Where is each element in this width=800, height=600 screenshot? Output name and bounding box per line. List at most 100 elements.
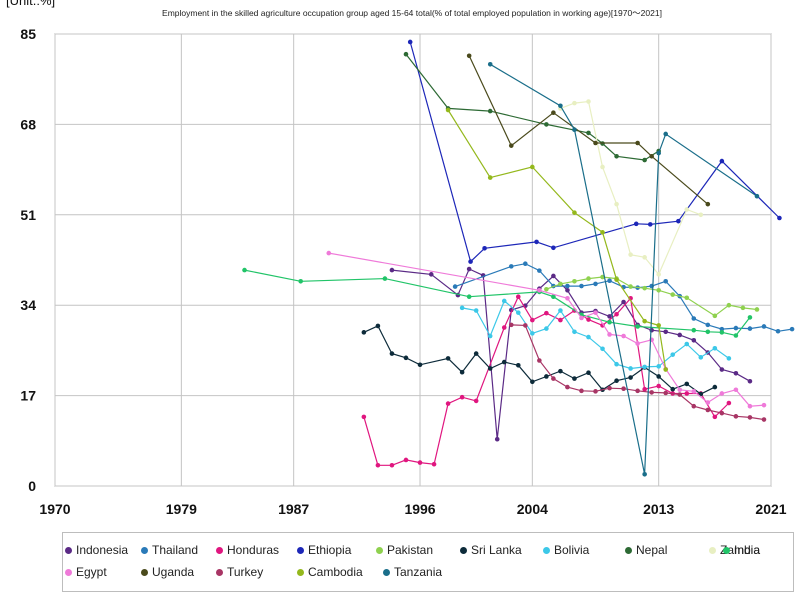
data-point-ethiopia xyxy=(777,215,782,221)
data-point-sri-lanka xyxy=(670,386,676,392)
data-point-bolivia xyxy=(684,341,690,347)
x-tick-label: 1987 xyxy=(278,501,309,517)
data-point-honduras xyxy=(459,394,465,400)
data-point-ethiopia xyxy=(482,246,487,251)
legend-item-pakistan: Pakistan xyxy=(376,543,433,557)
data-point-pakistan xyxy=(670,292,676,297)
data-point-sri-lanka xyxy=(628,375,633,380)
legend-item-tanzania: Tanzania xyxy=(383,565,442,579)
data-point-sri-lanka xyxy=(530,379,535,385)
legend-label: Uganda xyxy=(152,565,195,579)
data-point-egypt xyxy=(579,315,584,321)
data-point-cambodia xyxy=(642,318,647,324)
data-point-zambia xyxy=(614,201,619,207)
series-line-zambia xyxy=(560,100,702,276)
legend-marker xyxy=(376,546,383,554)
data-point-turkey xyxy=(565,384,570,390)
data-point-bolivia xyxy=(600,346,605,352)
data-point-india xyxy=(382,276,388,281)
data-point-indonesia xyxy=(719,367,725,372)
data-point-honduras xyxy=(726,400,732,406)
data-point-turkey xyxy=(508,322,514,328)
data-point-bolivia xyxy=(515,310,521,315)
legend-item-cambodia: Cambodia xyxy=(297,565,363,579)
data-point-indonesia xyxy=(551,273,556,279)
legend-item-thailand: Thailand xyxy=(141,543,198,557)
x-tick-label: 1996 xyxy=(404,501,435,517)
data-point-india xyxy=(747,315,753,320)
data-point-zambia xyxy=(656,272,661,277)
data-point-nepal xyxy=(614,154,619,159)
chart-title: Employment in the skilled agriculture oc… xyxy=(162,8,662,18)
data-point-bolivia xyxy=(501,298,507,304)
data-point-thailand xyxy=(579,283,584,289)
legend-marker xyxy=(141,546,148,554)
legend-item-indonesia: Indonesia xyxy=(65,543,128,557)
data-point-indonesia xyxy=(565,288,570,293)
data-point-ethiopia xyxy=(647,222,653,227)
data-point-turkey xyxy=(677,392,683,397)
data-point-honduras xyxy=(544,310,549,316)
y-tick-label: 17 xyxy=(20,388,36,404)
data-point-nepal xyxy=(642,157,647,163)
data-point-sri-lanka xyxy=(501,359,507,365)
data-point-turkey xyxy=(733,414,739,419)
data-point-thailand xyxy=(452,284,458,289)
data-point-thailand xyxy=(537,268,542,273)
data-point-pakistan xyxy=(572,278,577,284)
legend-marker xyxy=(65,568,72,576)
series-group xyxy=(242,39,795,477)
data-point-india xyxy=(635,324,640,329)
data-point-cambodia xyxy=(614,277,619,282)
legend-item-honduras: Honduras xyxy=(216,543,279,557)
data-point-honduras xyxy=(712,414,718,420)
legend-item-turkey: Turkey xyxy=(216,565,263,579)
legend-label: Indonesia xyxy=(76,543,129,557)
legend-item-uganda: Uganda xyxy=(141,565,194,579)
data-point-sri-lanka xyxy=(712,384,718,390)
data-point-pakistan xyxy=(726,302,732,308)
data-point-thailand xyxy=(508,264,514,269)
data-point-thailand xyxy=(607,278,612,284)
series-line-india xyxy=(244,269,751,337)
data-point-egypt xyxy=(733,387,739,393)
data-point-honduras xyxy=(361,414,367,420)
data-point-thailand xyxy=(761,324,767,329)
data-point-india xyxy=(691,327,697,333)
data-point-india xyxy=(242,267,247,273)
data-point-bolivia xyxy=(642,364,647,370)
data-point-thailand xyxy=(733,325,739,331)
legend-item-ethiopia: Ethiopia xyxy=(297,543,351,557)
data-point-sri-lanka xyxy=(361,330,367,335)
legend-label: Egypt xyxy=(76,565,107,579)
data-point-nepal xyxy=(544,122,549,127)
data-point-uganda xyxy=(466,53,472,59)
data-point-tanzania xyxy=(642,472,647,477)
data-point-bolivia xyxy=(726,356,732,361)
y-axis: 0 17 34 51 68 85 xyxy=(20,26,36,494)
data-point-bolivia xyxy=(558,308,563,313)
data-point-honduras xyxy=(515,294,521,299)
data-point-bolivia xyxy=(670,352,676,357)
legend-marker xyxy=(543,546,550,554)
legend-label: Cambodia xyxy=(308,565,363,579)
data-point-sri-lanka xyxy=(572,376,577,381)
data-point-uganda xyxy=(649,154,654,159)
data-point-egypt xyxy=(705,400,711,405)
data-point-honduras xyxy=(389,462,395,468)
data-point-ethiopia xyxy=(534,239,539,245)
data-point-sri-lanka xyxy=(445,356,451,361)
data-point-ethiopia xyxy=(407,39,413,45)
data-point-egypt xyxy=(747,403,753,409)
data-point-turkey xyxy=(705,407,711,413)
data-point-bolivia xyxy=(628,366,633,371)
data-point-honduras xyxy=(614,311,619,317)
data-point-thailand xyxy=(719,326,725,332)
data-point-honduras xyxy=(530,317,535,323)
legend-label: Thailand xyxy=(152,543,199,557)
data-point-ethiopia xyxy=(676,218,681,224)
x-axis: 1970 1979 1987 1996 2004 2013 2021 xyxy=(39,501,786,517)
data-point-bolivia xyxy=(487,333,493,339)
legend-label: Turkey xyxy=(227,565,264,579)
